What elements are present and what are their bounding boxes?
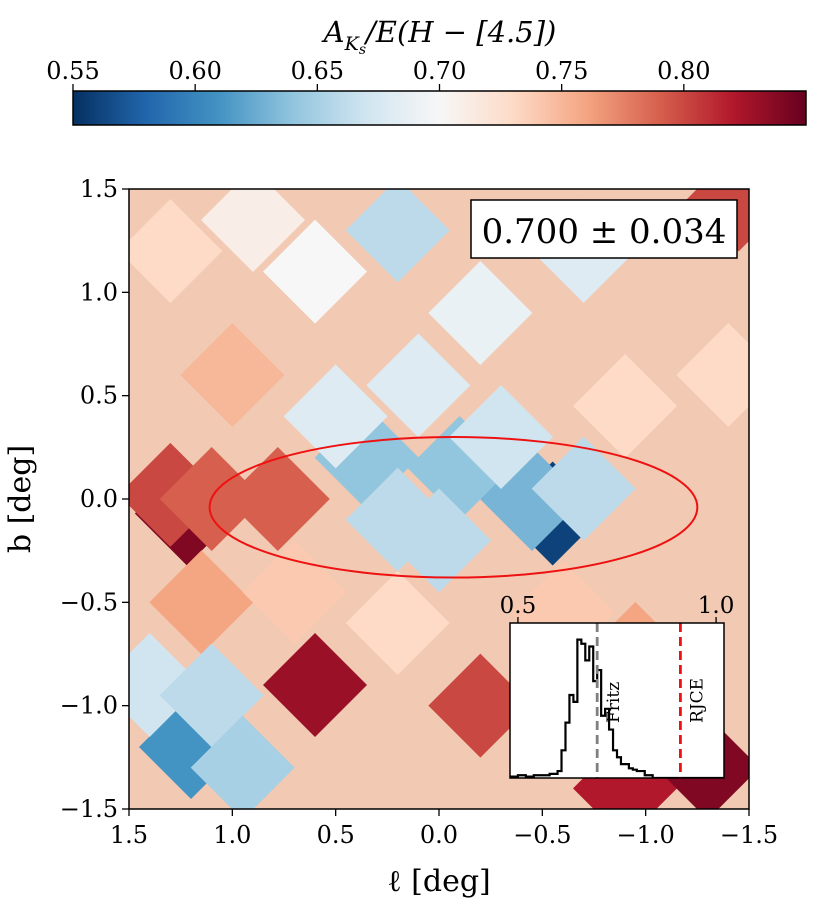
inset-x-tick-label: 0.5: [500, 593, 537, 619]
inset-histogram: Fritz RJCE 0.5 1.0: [500, 593, 735, 779]
y-tick-label: 0.0: [80, 485, 118, 513]
map-patch: [129, 199, 223, 303]
colorbar-tick-label: 0.65: [291, 57, 344, 85]
map-panel: 1.5 1.0 0.5 0.0 −0.5 −1.0 −1.5 1.5 1.0 0.5 0.0 −0.…: [3, 175, 778, 899]
map-patch: [149, 550, 254, 655]
map-patch: [190, 715, 295, 809]
inset-x-ticks: 0.5 1.0: [500, 593, 735, 623]
map-patches: [129, 189, 749, 809]
map-patch: [201, 189, 305, 272]
colorbar-tick-label: 0.70: [413, 57, 466, 85]
x-tick-label: −1.0: [617, 821, 675, 849]
y-tick-label: −1.5: [60, 795, 118, 823]
x-tick-label: −1.5: [720, 821, 778, 849]
map-patch: [387, 488, 491, 593]
colorbar-bar: [72, 90, 807, 126]
roi-ellipse: [208, 436, 699, 579]
annotation-box: 0.700 ± 0.034: [470, 199, 738, 259]
colorbar-label: AKs/E(H − [4.5]): [321, 15, 557, 58]
y-tick-label: 0.5: [80, 382, 118, 410]
histogram-reference-lines: Fritz RJCE: [595, 623, 707, 778]
y-tick-label: −1.0: [60, 692, 118, 720]
map-patch: [263, 219, 367, 324]
map-patch: [531, 436, 636, 541]
map-patch: [345, 189, 450, 283]
colorbar-tick-label: 0.75: [535, 57, 588, 85]
y-axis-label: b [deg]: [3, 445, 38, 553]
map-patch: [449, 385, 553, 489]
map-patch: [573, 354, 677, 458]
colorbar-tick-label: 0.55: [46, 57, 99, 85]
map-patch: [428, 261, 533, 365]
x-tick-label: −0.5: [513, 821, 571, 849]
x-tick-label: 0.5: [317, 821, 355, 849]
colorbar-ticks: 0.55 0.60 0.65 0.70 0.75 0.80: [46, 57, 711, 91]
map-y-ticks: 1.5 1.0 0.5 0.0 −0.5 −1.0 −1.5: [60, 175, 129, 823]
x-axis-label: ℓ [deg]: [387, 864, 490, 899]
histogram-outline: [510, 638, 724, 778]
reference-line-label: Fritz: [604, 682, 624, 723]
inset-frame: [509, 622, 725, 779]
x-tick-label: 1.0: [213, 821, 251, 849]
x-tick-label: 1.5: [110, 821, 148, 849]
map-patch: [428, 653, 533, 758]
inset-x-tick-label: 1.0: [698, 593, 735, 619]
x-tick-label: 0.0: [420, 821, 458, 849]
map-x-ticks: 1.5 1.0 0.5 0.0 −0.5 −1.0 −1.5: [110, 809, 778, 849]
annotation-text: 0.700 ± 0.034: [482, 212, 727, 252]
y-tick-label: −0.5: [60, 588, 118, 616]
map-patch: [180, 323, 285, 427]
map-patch: [263, 633, 367, 737]
colorbar-tick-label: 0.80: [657, 57, 710, 85]
map-patch: [345, 571, 450, 675]
colorbar: AKs/E(H − [4.5]) 0.55 0.60 0.65 0.70 0.75 0.8…: [46, 15, 807, 126]
colorbar-tick-label: 0.60: [168, 57, 221, 85]
map-patch: [366, 333, 471, 438]
map-patch: [676, 323, 749, 427]
map-patch: [225, 447, 330, 551]
map-patch: [129, 633, 202, 737]
y-tick-label: 1.0: [80, 278, 118, 306]
reference-line-label: RJCE: [687, 678, 707, 723]
y-tick-label: 1.5: [80, 175, 118, 203]
